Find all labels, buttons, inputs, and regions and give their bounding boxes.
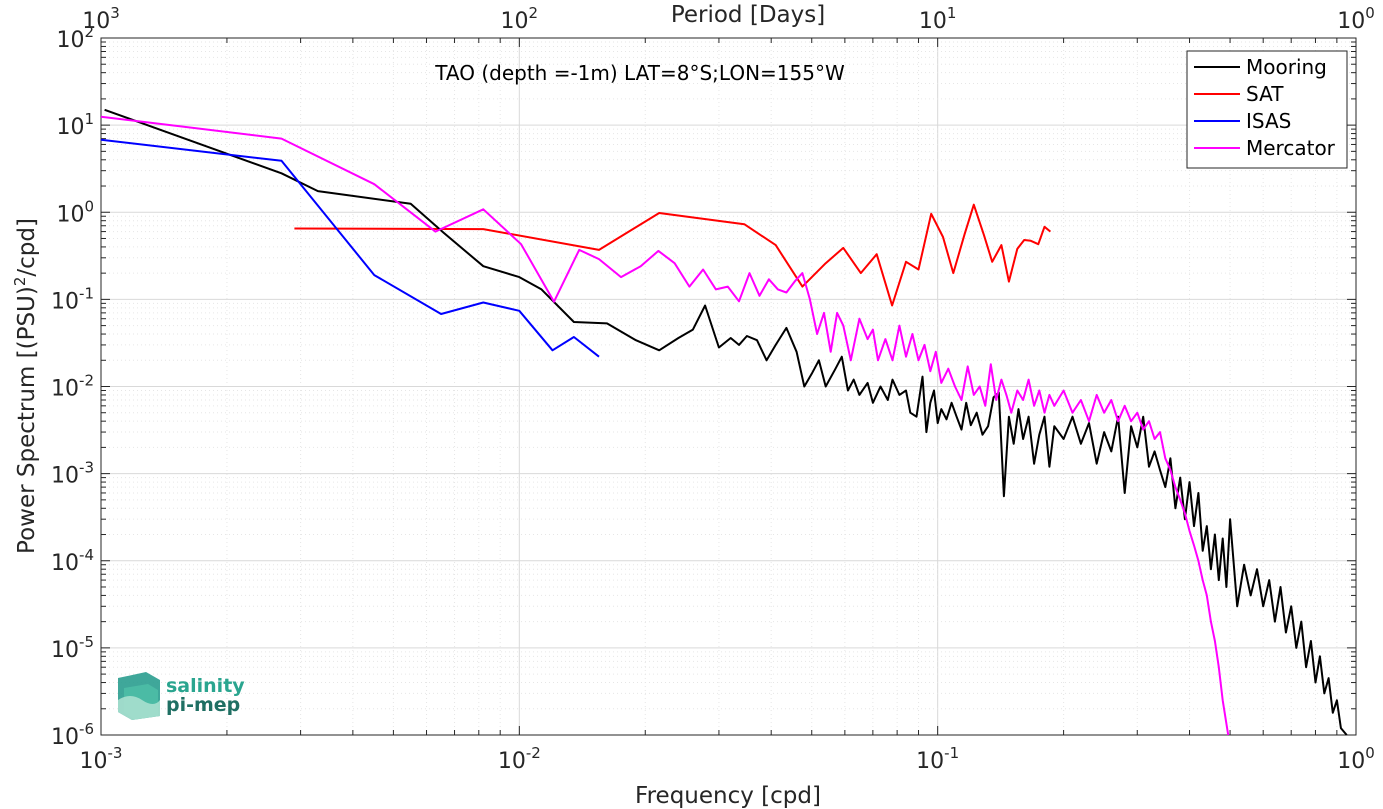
y-tick-label: 102 [56, 23, 94, 53]
salinity-pi-mep-logo: salinity pi-mep [118, 672, 245, 720]
series-mercator-line [100, 115, 1230, 736]
y-tick-label: 10-1 [51, 284, 94, 314]
series-layer [100, 108, 1348, 736]
legend-label-isas: ISAS [1246, 109, 1291, 133]
chart-title: TAO (depth =-1m) LAT=8°S;LON=155°W [434, 61, 845, 85]
top-axis-title: Period [Days] [671, 2, 825, 28]
logo-line1: salinity [166, 675, 245, 697]
y-tick-label: 10-3 [51, 459, 94, 489]
series-mooring-line [104, 108, 1348, 736]
legend: Mooring SAT ISAS Mercator [1186, 50, 1348, 169]
series-sat-line [294, 203, 1052, 307]
x2-tick-label: 103 [82, 4, 120, 34]
y-axis-title-end: /cpd] [14, 218, 40, 277]
y-tick-label: 10-4 [51, 546, 94, 576]
x2-tick-label: 102 [501, 4, 539, 34]
tick-marks [100, 37, 1357, 736]
x-tick-label: 10-1 [916, 744, 959, 774]
grid [100, 38, 1356, 736]
x2-tick-label: 101 [919, 4, 957, 34]
legend-label-mercator: Mercator [1246, 136, 1336, 160]
x-axis-title: Frequency [cpd] [635, 783, 821, 809]
x-tick-label: 10-3 [80, 744, 123, 774]
legend-label-sat: SAT [1246, 82, 1284, 106]
y-axis-title-main: Power Spectrum [(PSU) [14, 286, 40, 554]
y-axis-title-superscript: 2 [11, 277, 29, 287]
y-tick-label: 101 [56, 110, 94, 140]
y-tick-label: 100 [56, 197, 94, 227]
y-tick-label: 10-5 [51, 633, 94, 663]
logo-line2: pi-mep [166, 694, 240, 716]
y-tick-label: 10-2 [51, 372, 94, 402]
y-axis-title: Power Spectrum [(PSU)2/cpd] [11, 218, 40, 554]
series-isas-line [100, 138, 600, 358]
x-tick-label: 100 [1337, 744, 1375, 774]
x-tick-label: 10-2 [498, 744, 541, 774]
x2-tick-label: 100 [1337, 4, 1375, 34]
legend-label-mooring: Mooring [1246, 55, 1327, 79]
y-tick-label: 10-6 [51, 720, 94, 750]
